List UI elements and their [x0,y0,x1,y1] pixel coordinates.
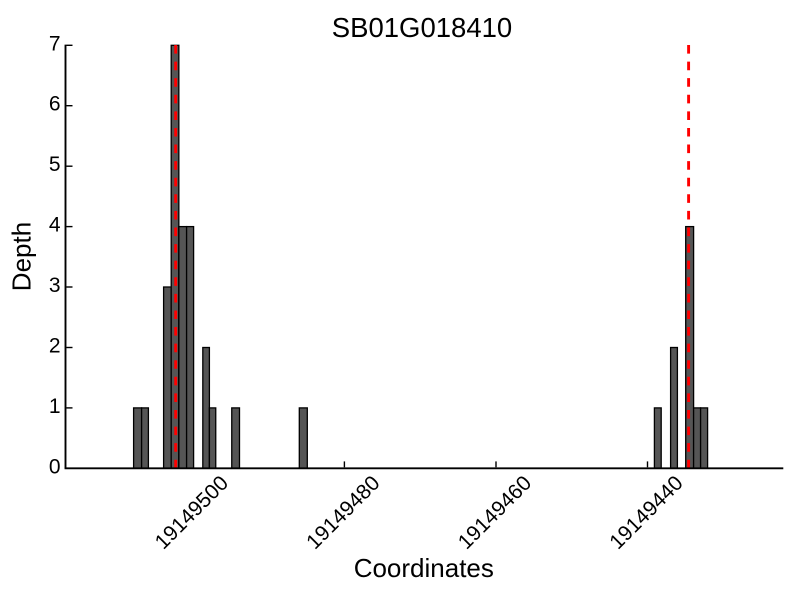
svg-text:2: 2 [49,335,61,358]
svg-text:3: 3 [49,274,61,297]
svg-text:5: 5 [49,153,61,176]
svg-text:Depth: Depth [7,222,37,291]
svg-text:7: 7 [49,32,61,55]
svg-text:6: 6 [49,93,61,116]
svg-text:SB01G018410: SB01G018410 [332,12,512,43]
svg-text:Coordinates: Coordinates [354,553,494,583]
svg-text:0: 0 [49,455,61,478]
svg-text:4: 4 [49,214,61,237]
svg-text:1: 1 [49,395,61,418]
